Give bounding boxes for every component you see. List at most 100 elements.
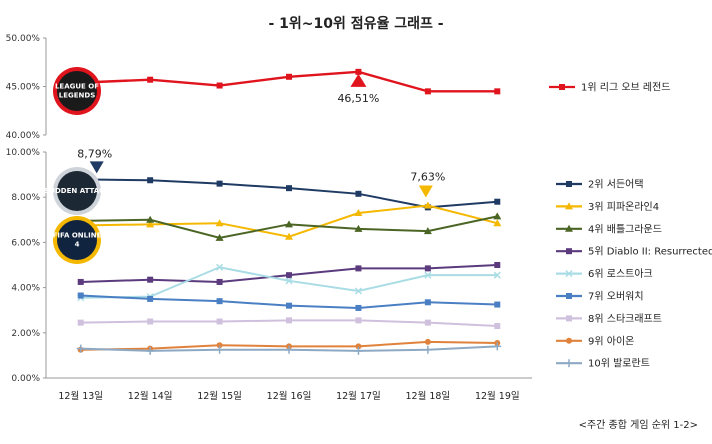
legend-label: 10위 발로란트 bbox=[588, 357, 650, 370]
data-point bbox=[493, 212, 502, 220]
sudden-attack-logo-icon: SUDDEN ATTACK bbox=[44, 167, 110, 215]
annotation-label: 46,51% bbox=[337, 92, 379, 105]
x-tick-label: 12월 13일 bbox=[58, 390, 103, 402]
legend-label: 2위 서든어택 bbox=[588, 178, 644, 191]
data-point bbox=[216, 82, 223, 89]
bottom-series-6 bbox=[77, 292, 501, 311]
bottom-series-5 bbox=[77, 263, 501, 302]
data-point bbox=[215, 219, 224, 227]
top-tick-label: 50.00% bbox=[6, 34, 41, 44]
data-point bbox=[423, 345, 432, 354]
data-point bbox=[216, 298, 223, 305]
x-axis: 12월 13일 12월 14일 12월 15일 12월 16일 12월 17일 12월 1… bbox=[58, 390, 519, 402]
data-point bbox=[215, 233, 224, 241]
annotation-arrow bbox=[89, 161, 104, 174]
legend-label: 3위 피파온라인4 bbox=[588, 200, 659, 213]
data-point bbox=[493, 342, 502, 351]
data-point bbox=[494, 301, 501, 308]
annotation-label: 8,79% bbox=[77, 147, 112, 160]
x-tick-label: 12월 17일 bbox=[336, 390, 381, 402]
legend-item-10: 10위 발로란트 bbox=[556, 357, 650, 370]
data-point bbox=[147, 177, 154, 184]
top-tick-label: 45.00% bbox=[6, 83, 41, 93]
legend-item-3: 3위 피파온라인4 bbox=[556, 200, 659, 213]
legend-item-5: 5위 Diablo II: Resurrected bbox=[556, 245, 712, 258]
legend-swatch-marker bbox=[565, 359, 573, 368]
data-point bbox=[216, 180, 223, 187]
data-point bbox=[424, 88, 431, 95]
legend-item-9: 9위 아이온 bbox=[556, 334, 634, 347]
data-point bbox=[216, 278, 223, 285]
bottom-tick-label: 4.00% bbox=[11, 284, 40, 294]
data-point bbox=[354, 209, 363, 217]
legend-label: 5위 Diablo II: Resurrected bbox=[588, 245, 712, 258]
data-point bbox=[355, 265, 362, 272]
logo-text: LEGENDS bbox=[59, 92, 95, 100]
data-point bbox=[424, 319, 431, 326]
data-point bbox=[146, 215, 155, 223]
legend: 1위 리그 오브 레전드 2위 서든어택 3위 피파온라인4 4위 배틀그라운드 5위 … bbox=[549, 81, 712, 370]
data-point bbox=[147, 276, 154, 283]
data-point bbox=[216, 318, 223, 325]
data-point bbox=[285, 277, 293, 285]
data-point bbox=[286, 272, 292, 279]
annotation-arrow bbox=[418, 185, 433, 198]
legend-swatch-marker bbox=[566, 315, 572, 322]
logo-text: SUDDEN ATTACK bbox=[44, 187, 110, 195]
data-point bbox=[424, 338, 431, 345]
series-line bbox=[80, 266, 498, 299]
data-point bbox=[286, 317, 292, 324]
data-point bbox=[494, 198, 501, 205]
legend-swatch-marker bbox=[566, 293, 572, 299]
data-point bbox=[285, 220, 293, 228]
bottom-tick-label: 0.00% bbox=[11, 374, 40, 384]
x-tick-label: 12월 19일 bbox=[475, 390, 520, 402]
data-point bbox=[355, 68, 362, 75]
data-point bbox=[354, 224, 363, 232]
x-tick-label: 12월 16일 bbox=[267, 390, 312, 402]
data-point bbox=[216, 342, 223, 349]
data-point bbox=[147, 295, 154, 302]
data-point bbox=[355, 317, 362, 324]
legend-label: 7위 오버워치 bbox=[588, 290, 644, 303]
legend-label: 8위 스타크래프트 bbox=[588, 312, 662, 325]
data-point bbox=[355, 304, 362, 311]
data-point bbox=[286, 73, 292, 80]
data-point bbox=[424, 271, 432, 279]
data-point bbox=[285, 232, 293, 240]
legend-label: 4위 배틀그라운드 bbox=[588, 222, 662, 235]
bottom-panel: 0.00% 2.00% 4.00% 6.00% 8.00% 10.00% 8,79% 7,63… bbox=[6, 147, 532, 384]
data-point bbox=[494, 323, 501, 330]
chart-title: - 1위~10위 점유율 그래프 - bbox=[268, 15, 443, 32]
footnote: <주간 종합 게임 순위 1-2> bbox=[579, 418, 698, 431]
data-point bbox=[146, 346, 155, 355]
data-point bbox=[77, 292, 84, 299]
legend-swatch-marker bbox=[565, 224, 573, 232]
top-tick-label: 40.00% bbox=[6, 131, 41, 141]
top-series-1 bbox=[77, 68, 501, 95]
bottom-series-2 bbox=[76, 201, 502, 240]
data-point bbox=[424, 299, 431, 306]
bottom-tick-label: 2.00% bbox=[11, 329, 40, 339]
legend-item-2: 2위 서든어택 bbox=[556, 178, 644, 191]
annotation-arrow bbox=[350, 73, 367, 87]
logo-text: FIFA ONLINE bbox=[53, 232, 102, 240]
legend-label: 9위 아이온 bbox=[588, 334, 634, 347]
annotation-label: 7,63% bbox=[410, 171, 445, 184]
data-point bbox=[147, 76, 154, 83]
logo-text: 4 bbox=[75, 241, 80, 249]
data-point bbox=[215, 345, 224, 354]
bottom-series-4 bbox=[77, 262, 501, 285]
legend-swatch-marker bbox=[566, 181, 572, 187]
bottom-tick-label: 6.00% bbox=[11, 238, 40, 248]
data-point bbox=[424, 265, 431, 272]
legend-item-8: 8위 스타크래프트 bbox=[556, 312, 662, 325]
data-point bbox=[286, 302, 292, 309]
x-tick-label: 12월 14일 bbox=[128, 390, 173, 402]
legend-item-7: 7위 오버워치 bbox=[556, 290, 644, 303]
data-point bbox=[423, 201, 432, 209]
data-point bbox=[355, 343, 362, 350]
